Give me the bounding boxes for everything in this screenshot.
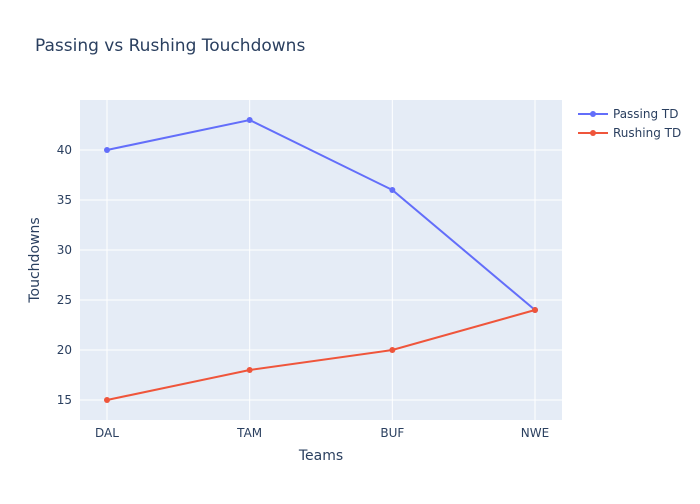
legend[interactable]: Passing TD Rushing TD [578,107,681,140]
y-tick-label: 40 [57,143,72,157]
data-point[interactable] [246,117,253,123]
series-rushing-td [104,307,538,403]
data-point[interactable] [389,347,396,353]
y-tick-label: 25 [57,293,72,307]
series-line [106,118,536,311]
grid-lines [80,100,562,420]
x-tick-label: BUF [380,426,404,440]
legend-item[interactable]: Rushing TD [578,126,681,140]
x-tick-label: NWE [521,426,549,440]
data-point[interactable] [104,397,110,403]
series-layer [104,117,538,403]
legend-item[interactable]: Passing TD [578,107,679,121]
y-axis-title: Touchdowns [27,217,43,303]
series-line [106,309,536,401]
x-axis-title: Teams [298,448,343,464]
legend-label: Rushing TD [613,126,681,140]
plot-area [80,100,562,420]
x-tick-label: DAL [95,426,119,440]
x-tick-label: TAM [236,426,262,440]
y-tick-label: 35 [57,193,72,207]
axis-labels: 15 20 25 30 35 40 DAL TAM BUF NWE [57,143,550,440]
y-tick-label: 15 [57,393,72,407]
legend-label: Passing TD [613,107,679,121]
data-point[interactable] [389,187,396,193]
legend-marker [590,111,596,117]
chart-title: Passing vs Rushing Touchdowns [35,36,305,56]
data-point[interactable] [532,307,538,313]
y-tick-label: 30 [57,243,72,257]
data-point[interactable] [104,147,110,153]
y-tick-label: 20 [57,343,72,357]
data-point[interactable] [246,367,253,373]
legend-marker [590,130,596,136]
